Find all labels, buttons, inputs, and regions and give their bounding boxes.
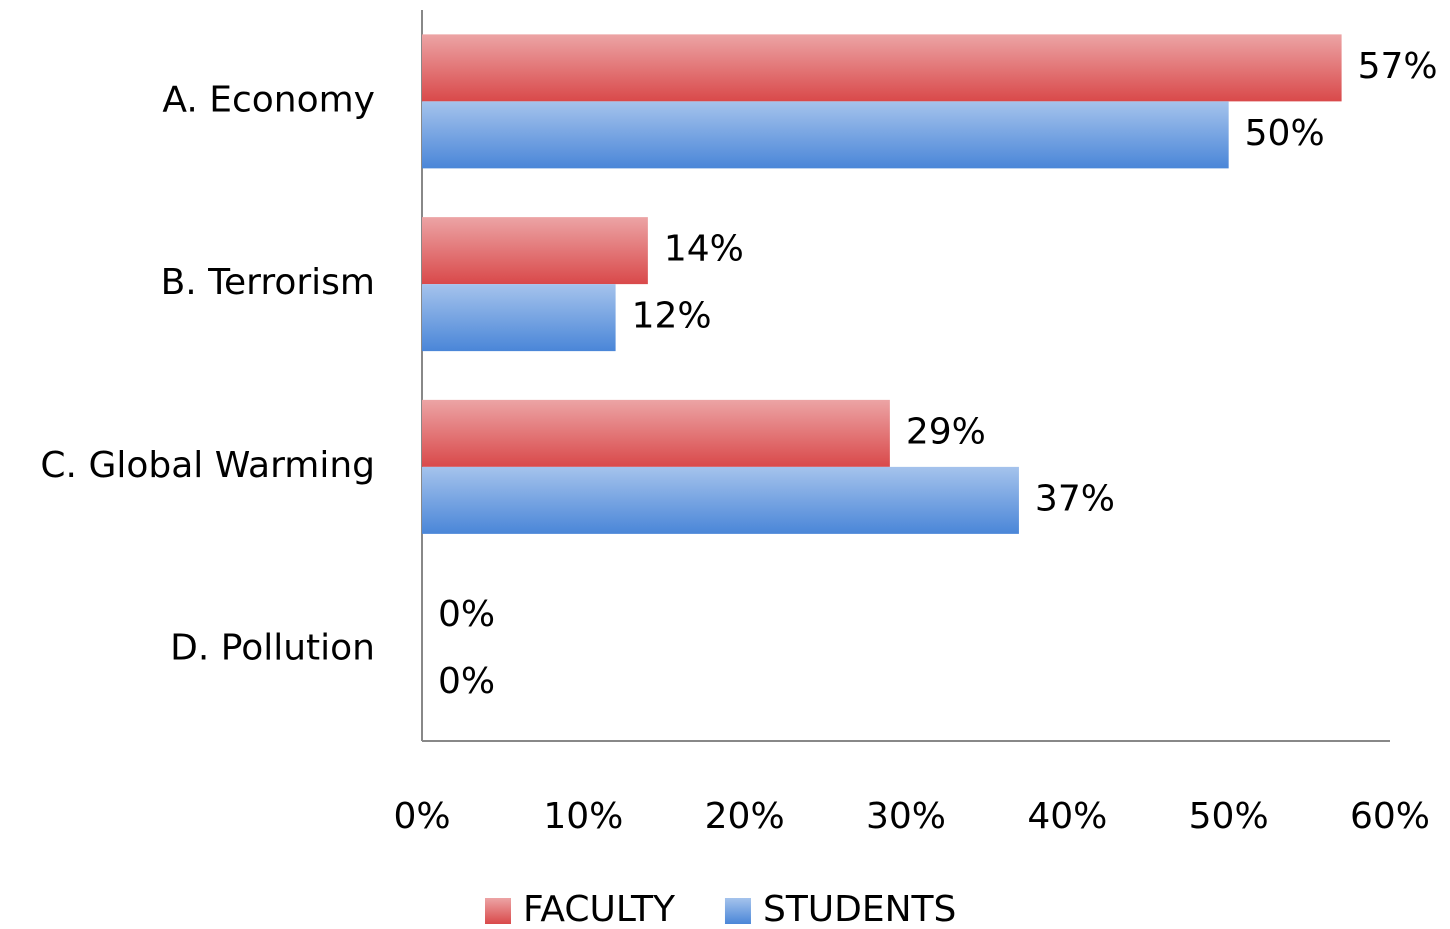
legend-swatch (724, 898, 751, 924)
bar (422, 101, 1229, 169)
data-label: 0% (438, 594, 495, 635)
data-label: 12% (632, 296, 712, 337)
data-label: 0% (438, 661, 495, 702)
bar (422, 399, 890, 467)
y-tick-label: D. Pollution (170, 628, 375, 669)
x-tick-label: 10% (543, 796, 623, 837)
x-tick-label: 40% (1027, 796, 1107, 837)
y-tick-label: C. Global Warming (40, 445, 375, 486)
y-tick-label: A. Economy (162, 79, 375, 120)
data-label: 50% (1245, 113, 1325, 154)
x-tick-label: 50% (1189, 796, 1269, 837)
data-label: 37% (1035, 478, 1115, 519)
x-tick-label: 20% (705, 796, 785, 837)
data-label: 57% (1358, 46, 1438, 87)
legend-label: STUDENTS (763, 889, 956, 929)
bar (422, 217, 648, 285)
data-label: 29% (906, 411, 986, 452)
bar (422, 284, 616, 352)
legend-swatch (485, 898, 511, 924)
bar (422, 34, 1342, 102)
bar (422, 466, 1019, 534)
y-tick-label: B. Terrorism (161, 262, 375, 303)
x-tick-label: 30% (866, 796, 946, 837)
x-tick-label: 0% (393, 796, 450, 837)
legend-label: FACULTY (523, 889, 676, 929)
x-tick-label: 60% (1350, 796, 1430, 837)
data-label: 14% (664, 229, 744, 270)
